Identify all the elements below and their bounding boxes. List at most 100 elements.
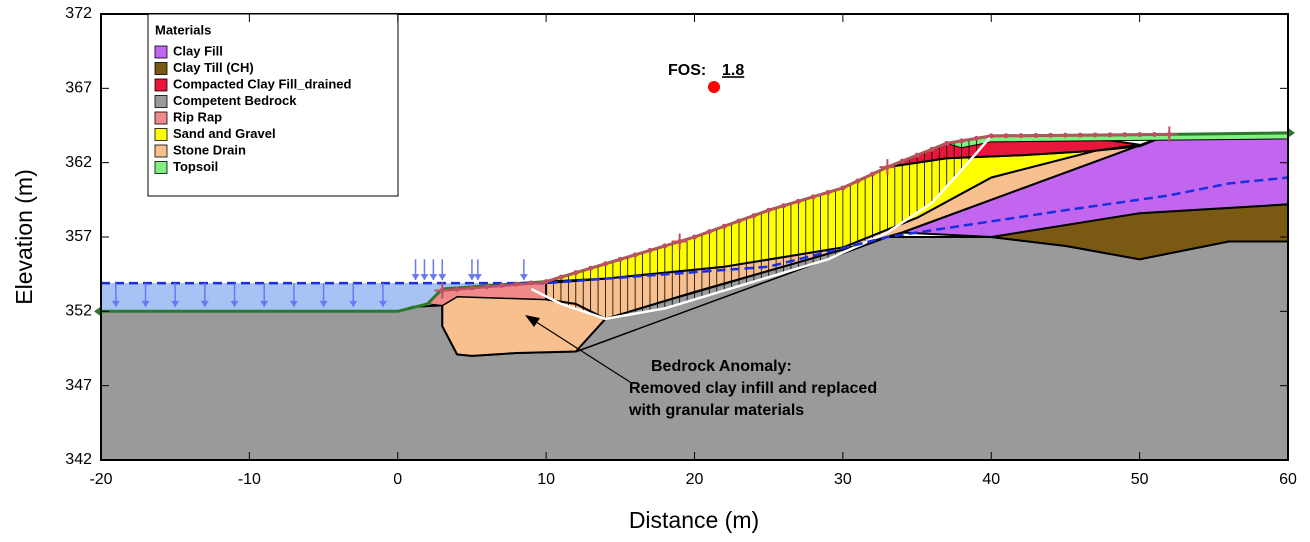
legend-swatch (154, 45, 168, 59)
search-point (484, 284, 490, 290)
search-point (469, 285, 475, 291)
legend-swatch (154, 111, 168, 125)
annotation-line: Bedrock Anomaly: (651, 358, 792, 375)
annotation-line: Removed clay infill and replaced (629, 380, 877, 397)
search-point (662, 243, 668, 249)
search-point (1151, 132, 1157, 138)
y-axis-label: Elevation (m) (11, 169, 37, 304)
slip-surface (530, 135, 993, 321)
x-tick-label: 10 (537, 471, 555, 488)
search-point (944, 140, 950, 146)
search-point (1048, 132, 1054, 138)
legend-label: Stone Drain (173, 142, 246, 157)
boundary-marker (1288, 127, 1295, 138)
y-tick-label: 352 (65, 303, 92, 320)
search-point (1018, 133, 1024, 139)
boundary-marker (94, 306, 101, 317)
search-point (1062, 132, 1068, 138)
search-point (617, 256, 623, 262)
search-point (914, 152, 920, 158)
legend-swatch (154, 128, 168, 141)
search-point (929, 146, 935, 152)
pressure-arrow-head (411, 274, 420, 281)
legend: Materials (147, 13, 399, 197)
search-point (870, 171, 876, 177)
pressure-arrow-head (230, 300, 239, 307)
search-point (513, 281, 519, 287)
x-tick-label: 50 (1131, 471, 1149, 488)
search-point (647, 247, 653, 253)
pressure-arrow-head (111, 300, 120, 307)
legend-label: Rip Rap (173, 109, 222, 124)
legend-swatch (154, 95, 168, 108)
pressure-arrow-head (378, 300, 387, 307)
search-point (1137, 132, 1143, 138)
pressure-arrow-head (289, 300, 298, 307)
legend-swatch (154, 62, 168, 75)
x-tick-label: 60 (1279, 471, 1297, 488)
annotation-line: with granular materials (628, 402, 804, 419)
search-point (795, 198, 801, 204)
search-point (1107, 132, 1113, 138)
search-point (959, 138, 965, 144)
search-point (721, 223, 727, 229)
legend-label: Topsoil (173, 159, 218, 174)
legend-box (147, 13, 399, 197)
search-point (706, 229, 712, 235)
search-point (781, 203, 787, 209)
legend-label: Clay Fill (173, 43, 223, 58)
search-point (588, 265, 594, 271)
y-tick-label: 342 (65, 451, 92, 468)
legend-swatch (154, 144, 168, 158)
legend-swatch (154, 78, 168, 92)
search-point (692, 234, 697, 240)
search-point (766, 207, 772, 213)
legend-label: Competent Bedrock (173, 93, 297, 108)
search-point (988, 133, 994, 139)
legend-title: Materials (155, 22, 211, 37)
arrow-head (525, 315, 540, 327)
y-tick-label: 357 (65, 228, 92, 245)
pressure-arrow-head (141, 300, 150, 307)
fos-value: 1.8 (722, 62, 744, 79)
search-point (1003, 133, 1009, 139)
annotation: Bedrock Anomaly: Removed clay infill and… (525, 315, 877, 419)
search-point (632, 252, 638, 258)
pressure-arrow-head (260, 300, 269, 307)
search-point (736, 218, 742, 224)
y-tick-label: 347 (65, 377, 92, 394)
pressure-arrow-head (438, 274, 447, 281)
search-point (855, 178, 861, 184)
search-point (751, 213, 757, 219)
search-point (528, 280, 534, 286)
y-tick-label: 367 (65, 80, 92, 97)
slip-center (708, 81, 720, 93)
search-point (1033, 133, 1039, 139)
legend-label: Sand and Gravel (173, 126, 276, 141)
fos-label: FOS: (668, 62, 706, 79)
search-point (899, 158, 905, 164)
pressure-arrow-head (429, 274, 438, 281)
search-point (543, 279, 549, 285)
search-point (810, 194, 816, 200)
legend-label: Compacted Clay Fill_drained (173, 76, 351, 91)
pressure-arrow-head (473, 274, 482, 281)
overlays (94, 126, 1295, 321)
y-tick-label: 362 (65, 154, 92, 171)
x-tick-label: 40 (982, 471, 1000, 488)
search-point (499, 282, 505, 288)
search-point (1122, 132, 1128, 138)
water-table (101, 176, 1289, 285)
x-axis-label: Distance (m) (629, 507, 759, 533)
x-tick-label: -10 (238, 471, 261, 488)
search-point (573, 270, 579, 276)
pressure-arrow-head (171, 300, 180, 307)
x-tick-label: 20 (686, 471, 704, 488)
y-tick-label: 372 (65, 5, 92, 22)
search-point (602, 261, 608, 267)
legend-label: Clay Till (CH) (173, 60, 254, 75)
pressure-arrow-head (319, 300, 328, 307)
search-point (973, 135, 979, 141)
search-point (1077, 132, 1083, 138)
